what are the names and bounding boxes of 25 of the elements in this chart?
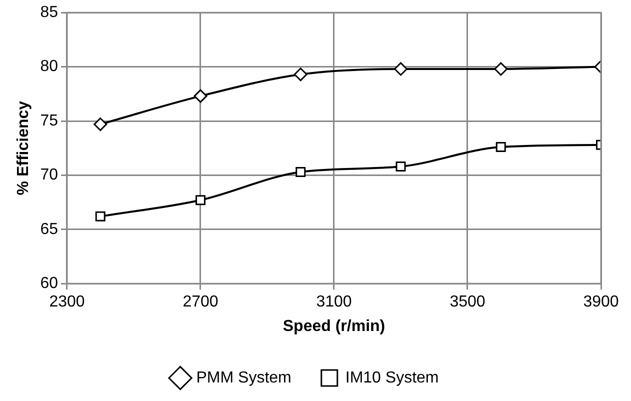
point	[94, 118, 108, 131]
x-tick-label: 3500	[450, 294, 486, 311]
y-axis-title: % Efficiency	[15, 100, 32, 196]
point	[194, 89, 208, 103]
legend-label: PMM System	[196, 369, 292, 386]
y-tick-label: 60	[40, 275, 58, 292]
point	[294, 68, 308, 82]
x-axis-title: Speed (r/min)	[282, 318, 386, 335]
point	[396, 162, 406, 172]
y-tick-label: 80	[40, 58, 58, 76]
y-tick-label: 85	[40, 4, 58, 22]
point	[196, 195, 206, 206]
point	[494, 62, 508, 76]
x-tick-label: 2700	[182, 294, 218, 311]
point	[394, 62, 408, 76]
y-tick-label: 75	[40, 112, 58, 130]
y-tick-label: 70	[40, 166, 58, 184]
y-tick-label: 65	[40, 220, 58, 238]
point	[496, 142, 506, 152]
legend-label: IM10 System	[345, 369, 439, 386]
x-tick-label: 2300	[49, 294, 85, 311]
point	[95, 211, 106, 222]
x-tick-label: 3900	[583, 294, 619, 311]
point	[296, 166, 306, 177]
x-tick-label: 3100	[316, 294, 352, 311]
